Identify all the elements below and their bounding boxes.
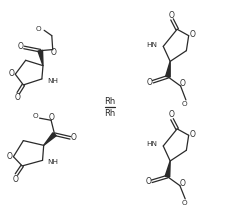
Text: O: O: [169, 110, 175, 119]
Text: O: O: [145, 177, 151, 186]
Text: O: O: [13, 175, 19, 184]
Polygon shape: [166, 61, 170, 77]
Text: O: O: [181, 200, 187, 206]
Text: O: O: [6, 152, 12, 161]
Text: O: O: [51, 48, 56, 57]
Text: HN: HN: [146, 141, 157, 147]
Text: O: O: [146, 78, 152, 87]
Text: HN: HN: [146, 42, 157, 48]
Text: O: O: [179, 179, 185, 187]
Text: NH: NH: [48, 159, 59, 165]
Text: O: O: [180, 79, 186, 88]
Polygon shape: [38, 50, 43, 66]
Text: O: O: [182, 101, 188, 107]
Polygon shape: [165, 161, 170, 177]
Text: NH: NH: [47, 78, 58, 84]
Text: Rh: Rh: [104, 97, 116, 105]
Text: O: O: [33, 113, 38, 119]
Text: O: O: [36, 26, 41, 32]
Text: O: O: [49, 113, 55, 122]
Text: O: O: [71, 133, 77, 142]
Text: O: O: [169, 11, 175, 20]
Text: O: O: [190, 130, 196, 139]
Text: Rh: Rh: [104, 109, 116, 118]
Text: O: O: [190, 30, 196, 39]
Text: O: O: [18, 42, 24, 51]
Text: O: O: [8, 69, 14, 78]
Text: O: O: [15, 93, 21, 102]
Polygon shape: [44, 133, 56, 145]
